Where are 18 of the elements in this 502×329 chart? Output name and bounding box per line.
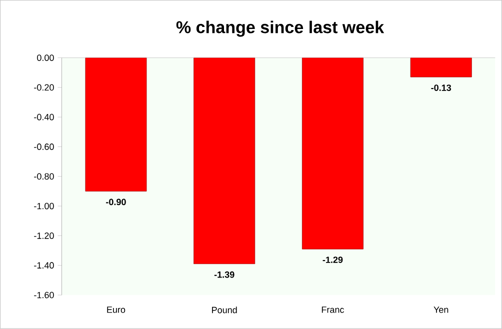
data-label: -1.39 — [214, 272, 234, 278]
y-tick-label: -0.60 — [34, 144, 54, 150]
y-tick-label: -0.40 — [34, 114, 54, 120]
y-tick-label: -1.00 — [34, 202, 54, 210]
data-label: -0.90 — [106, 198, 126, 206]
y-tick-label: 0.00 — [37, 54, 54, 62]
chart-title: % change since last week — [176, 20, 384, 37]
data-label: -1.29 — [322, 256, 343, 264]
x-tick-label: Pound — [212, 306, 237, 314]
y-tick-label: -0.20 — [34, 84, 54, 91]
x-tick-label: Euro — [107, 306, 126, 313]
y-tick-label: -1.20 — [34, 232, 54, 240]
y-tick-label: -1.40 — [34, 262, 54, 269]
data-label: -0.13 — [431, 84, 452, 92]
x-tick-label: Yen — [434, 306, 448, 313]
y-tick-label: -1.60 — [34, 292, 54, 298]
x-tick-label: Franc — [322, 306, 344, 313]
y-tick-label: -0.80 — [34, 173, 54, 180]
